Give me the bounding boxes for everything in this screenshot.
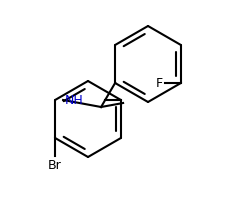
Text: NH: NH <box>65 94 83 106</box>
Text: F: F <box>155 76 162 90</box>
Text: Br: Br <box>48 159 62 172</box>
